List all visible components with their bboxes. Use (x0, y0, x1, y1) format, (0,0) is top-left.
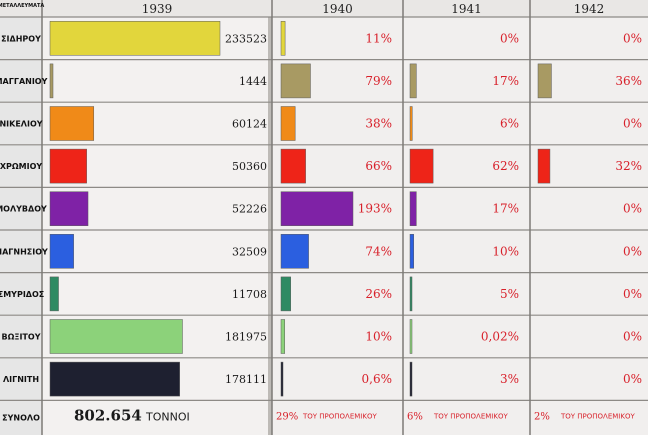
bar-1940 (280, 63, 311, 99)
bar-1939 (49, 361, 180, 397)
bar-1940 (280, 361, 284, 397)
year-header: 1941 (451, 2, 482, 16)
panel-gap (268, 0, 272, 435)
pct-label-1942: 0% (623, 244, 642, 258)
row-label: ΜΟΛΥΒΔΟΥ (0, 205, 47, 214)
row-label: ΜΑΓΝΗΣΙΟΥ (0, 247, 48, 256)
value-label-1939: 52226 (232, 203, 267, 216)
footer-pct: 29% (276, 411, 298, 422)
pct-label-1940: 193% (358, 202, 392, 216)
bar-1940 (280, 191, 354, 226)
value-label-1939: 50360 (232, 160, 267, 173)
value-label-1939: 181975 (225, 331, 267, 344)
bar-1940 (280, 234, 309, 269)
bar-1939 (49, 106, 95, 141)
bar-1941 (409, 63, 417, 99)
row-label: ΜΑΓΓΑΝΙΟΥ (0, 77, 48, 86)
pct-label-1940: 26% (365, 287, 392, 301)
pct-label-1942: 0% (623, 287, 642, 301)
row-label: ΣΜΥΡΙΔΟΣ (0, 290, 44, 299)
bar-1939 (49, 319, 183, 354)
row-label: ΧΡΩΜΙΟΥ (0, 162, 42, 171)
pct-label-1940: 11% (365, 31, 392, 45)
bar-1940 (280, 148, 306, 184)
pct-label-1942: 0% (623, 202, 642, 216)
row-label-panel (0, 0, 42, 435)
value-label-1939: 32509 (232, 245, 267, 258)
bar-1941 (409, 276, 413, 312)
bar-1939 (49, 276, 59, 312)
pct-label-1941: 62% (492, 159, 519, 173)
year-header: 1942 (574, 2, 605, 16)
pct-label-1941: 0,02% (481, 330, 519, 344)
pct-label-1940: 74% (365, 244, 392, 258)
total-label: ΣΥΝΟΛΟ (2, 413, 40, 422)
pct-label-1941: 17% (492, 74, 519, 88)
bar-1941 (409, 319, 413, 354)
pct-label-1940: 79% (365, 74, 392, 88)
footer-text: ΤΟΥ ΠΡΟΠΟΛΕΜΙΚΟΥ (560, 412, 635, 420)
footer-pct: 6% (407, 411, 423, 422)
pct-label-1941: 3% (500, 372, 519, 386)
row-label: ΝΙΚΕΛΙΟΥ (0, 120, 43, 129)
row-label: ΒΩΞΙΤΟΥ (2, 333, 41, 342)
year-header: 1939 (142, 2, 173, 16)
pct-label-1940: 66% (365, 159, 392, 173)
pct-label-1941: 17% (492, 202, 519, 216)
bar-1942 (537, 63, 552, 99)
total-value: 802.654 (74, 406, 142, 424)
value-label-1939: 11708 (232, 288, 267, 301)
pct-label-1941: 5% (500, 287, 519, 301)
pct-label-1940: 38% (365, 117, 392, 131)
bar-1939 (49, 21, 221, 56)
pct-label-1942: 0% (623, 330, 642, 344)
header-band (0, 0, 648, 17)
bar-1939 (49, 191, 89, 226)
footer-text: ΤΟΥ ΠΡΟΠΟΛΕΜΙΚΟΥ (302, 412, 377, 420)
value-label-1939: 233523 (225, 32, 267, 45)
pct-label-1940: 0,6% (362, 372, 393, 386)
pct-label-1942: 0% (623, 31, 642, 45)
total-unit: ΤΟΝΝΟΙ (145, 410, 190, 423)
bar-1942 (537, 148, 551, 184)
pct-label-1941: 0% (500, 31, 519, 45)
bar-1939 (49, 234, 74, 269)
bar-1940 (280, 21, 286, 56)
pct-label-1942: 36% (615, 74, 642, 88)
year-header: 1940 (322, 2, 353, 16)
bar-1941 (409, 148, 434, 184)
bar-1941 (409, 361, 413, 397)
pct-label-1941: 6% (500, 117, 519, 131)
bar-1941 (409, 191, 417, 226)
value-label-1939: 178111 (225, 373, 267, 386)
bar-1939 (49, 63, 54, 99)
bar-1939 (49, 148, 87, 184)
bar-1940 (280, 276, 291, 312)
bar-1940 (280, 106, 296, 141)
row-label: ΣΙΔΗΡΟΥ (1, 34, 41, 43)
pct-label-1942: 32% (615, 159, 642, 173)
value-label-1939: 60124 (232, 118, 267, 131)
bar-1941 (409, 234, 414, 269)
footer-text: ΤΟΥ ΠΡΟΠΟΛΕΜΙΚΟΥ (433, 412, 508, 420)
pct-label-1942: 0% (623, 117, 642, 131)
bar-1940 (280, 319, 285, 354)
pct-label-1941: 10% (492, 244, 519, 258)
footer-pct: 2% (534, 411, 550, 422)
value-label-1939: 1444 (239, 75, 267, 88)
corner-label: ΜΕΤΑΛΛΕΥΜΑΤΑ (0, 3, 44, 9)
bar-1941 (409, 106, 413, 141)
row-label: ΛΙΓΝΙΤΗ (3, 375, 39, 384)
pct-label-1940: 10% (365, 330, 392, 344)
pct-label-1942: 0% (623, 372, 642, 386)
